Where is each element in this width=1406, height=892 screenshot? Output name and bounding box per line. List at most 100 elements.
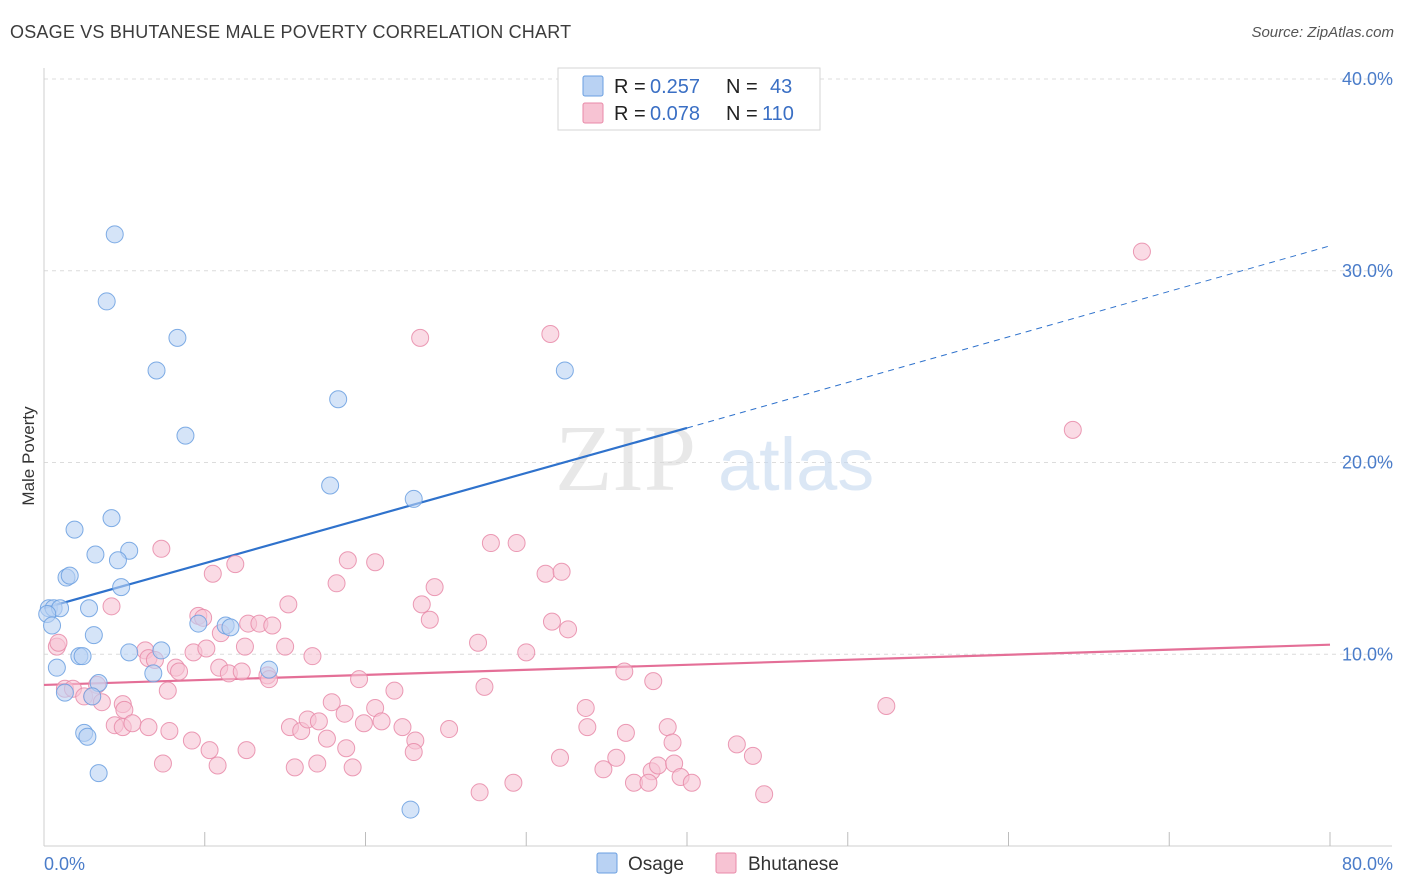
point-bhutanese	[481, 534, 500, 553]
legend-swatch-bhutanese	[582, 102, 604, 124]
point-bhutanese	[285, 758, 304, 777]
point-osage	[120, 643, 139, 662]
point-osage	[78, 727, 97, 746]
bottom-legend-bhutanese: Bhutanese	[748, 854, 839, 875]
point-bhutanese	[541, 325, 560, 344]
y-axis-label: Male Poverty	[19, 406, 38, 506]
point-bhutanese	[263, 616, 282, 635]
point-osage	[73, 647, 92, 666]
point-osage	[147, 361, 166, 380]
point-osage	[189, 614, 208, 633]
legend-bhutanese-n-value: 110	[762, 103, 794, 125]
point-bhutanese	[536, 564, 555, 583]
trendlines	[43, 245, 1331, 687]
point-bhutanese	[469, 633, 488, 652]
point-bhutanese	[139, 718, 158, 737]
y-tick-label-30: 30.0%	[1342, 261, 1393, 281]
point-bhutanese	[354, 714, 373, 733]
point-bhutanese	[102, 597, 121, 616]
watermark: ZIP atlas	[555, 407, 874, 511]
point-bhutanese	[616, 723, 635, 742]
chart-source: Source: ZipAtlas.com	[1251, 24, 1394, 41]
point-bhutanese	[755, 785, 774, 804]
point-bhutanese	[559, 620, 578, 639]
point-bhutanese	[335, 704, 354, 723]
legend-swatch-osage	[582, 75, 604, 97]
grid-lines	[44, 78, 1392, 655]
point-osage	[404, 489, 423, 508]
point-bhutanese	[425, 578, 444, 597]
y-tick-label-40: 40.0%	[1342, 69, 1393, 89]
point-bhutanese	[309, 712, 328, 731]
point-bhutanese	[235, 637, 254, 656]
point-osage	[84, 626, 103, 645]
point-bhutanese	[404, 743, 423, 762]
legend-osage-r-value: 0.257	[650, 76, 700, 98]
point-bhutanese	[420, 610, 439, 629]
point-osage	[260, 660, 279, 679]
point-bhutanese	[372, 712, 391, 731]
point-bhutanese	[470, 783, 489, 802]
point-osage	[401, 800, 420, 819]
point-bhutanese	[639, 773, 658, 792]
point-bhutanese	[682, 773, 701, 792]
point-osage	[86, 545, 105, 564]
point-osage	[152, 641, 171, 660]
point-bhutanese	[338, 551, 357, 570]
point-bhutanese	[237, 741, 256, 760]
legend-bhutanese-r-value: 0.078	[650, 103, 700, 125]
point-bhutanese	[551, 748, 570, 767]
point-osage	[176, 426, 195, 445]
point-bhutanese	[343, 758, 362, 777]
tick-labels: 10.0% 20.0% 30.0% 40.0% 0.0% 80.0%	[44, 69, 1393, 874]
point-bhutanese	[1063, 420, 1082, 439]
point-bhutanese	[663, 733, 682, 752]
trendline-osage	[43, 426, 688, 610]
point-osage	[83, 687, 102, 706]
point-bhutanese	[393, 718, 412, 737]
point-bhutanese	[279, 595, 298, 614]
y-tick-label-20: 20.0%	[1342, 453, 1393, 473]
legend-bhutanese-r-label: R =	[614, 103, 646, 125]
point-bhutanese	[594, 760, 613, 779]
point-bhutanese	[440, 720, 459, 739]
legend-osage-n-value: 43	[770, 76, 792, 98]
point-osage	[80, 599, 99, 618]
x-tick-label-min: 0.0%	[44, 854, 85, 874]
point-bhutanese	[504, 773, 523, 792]
point-bhutanese	[170, 662, 189, 681]
point-bhutanese	[542, 612, 561, 631]
point-osage	[144, 664, 163, 683]
point-bhutanese	[337, 739, 356, 758]
chart-title: OSAGE VS BHUTANESE MALE POVERTY CORRELAT…	[10, 22, 572, 42]
point-bhutanese	[517, 643, 536, 662]
point-bhutanese	[208, 756, 227, 775]
point-bhutanese	[877, 697, 896, 716]
point-bhutanese	[658, 718, 677, 737]
point-bhutanese	[607, 748, 626, 767]
point-osage	[43, 616, 62, 635]
bottom-legend-osage: Osage	[628, 854, 684, 875]
point-bhutanese	[123, 714, 142, 733]
point-bhutanese	[475, 677, 494, 696]
point-bhutanese	[197, 639, 216, 658]
point-bhutanese	[317, 729, 336, 748]
point-osage	[168, 328, 187, 347]
legend-osage-n-label: N =	[726, 76, 758, 98]
point-bhutanese	[327, 574, 346, 593]
bottom-legend-swatch-osage	[596, 852, 618, 874]
point-osage	[97, 292, 116, 311]
point-bhutanese	[308, 754, 327, 773]
point-osage	[108, 551, 127, 570]
point-osage	[321, 476, 340, 495]
legend-osage-r-label: R =	[614, 76, 646, 98]
point-bhutanese	[226, 555, 245, 574]
point-bhutanese	[727, 735, 746, 754]
y-tick-label-10: 10.0%	[1342, 644, 1393, 664]
point-bhutanese	[49, 633, 68, 652]
point-bhutanese	[743, 746, 762, 765]
point-bhutanese	[203, 564, 222, 583]
point-bhutanese	[578, 718, 597, 737]
watermark-atlas: atlas	[718, 423, 874, 506]
